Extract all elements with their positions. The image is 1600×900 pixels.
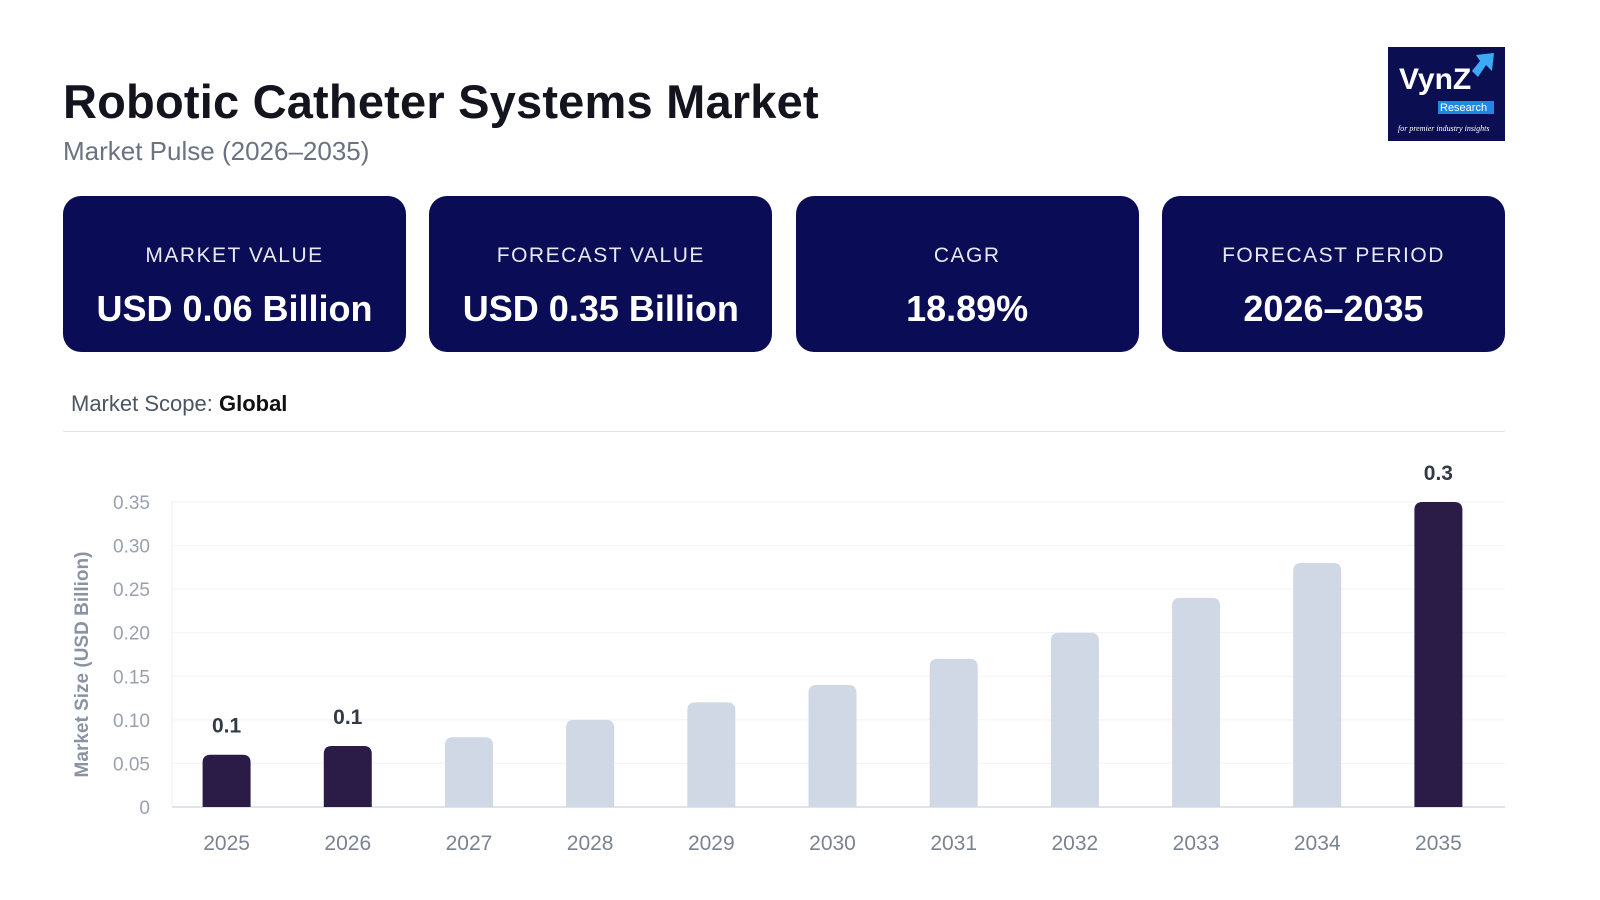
card-label: FORECAST PERIOD [1222, 244, 1445, 267]
vynz-logo: VynZ Research for premier industry insig… [1388, 47, 1505, 141]
market-scope: Market Scope: Global [71, 391, 287, 417]
bar-2031 [929, 658, 978, 807]
svg-text:Research: Research [1440, 102, 1487, 114]
x-tick-label: 2031 [930, 832, 977, 855]
bar-2025 [202, 754, 251, 807]
card-label: CAGR [933, 244, 1001, 267]
scope-value: Global [218, 391, 288, 416]
bar-2030 [808, 685, 857, 807]
y-tick-label: 0 [139, 798, 150, 819]
y-tick-label: 0.15 [113, 667, 150, 688]
card-value: USD 0.06 Billion [96, 288, 373, 329]
svg-text:for premier industry insights: for premier industry insights [1398, 124, 1489, 133]
cagr-card: CAGR 18.89% [795, 196, 1139, 352]
x-tick-label: 2032 [1052, 832, 1099, 855]
bar-2028 [566, 719, 615, 807]
divider [63, 431, 1505, 432]
bar-2027 [444, 737, 493, 807]
card-value: USD 0.35 Billion [462, 288, 739, 329]
y-tick-label: 0.35 [113, 493, 150, 514]
forecast-period-card: FORECAST PERIOD 2026–2035 [1161, 196, 1505, 352]
y-axis-label: Market Size (USD Billion) [72, 552, 93, 778]
y-tick-label: 0.25 [113, 580, 150, 601]
card-value: 2026–2035 [1243, 288, 1424, 329]
data-label: 0.1 [333, 706, 363, 729]
page-title: Robotic Catheter Systems Market [63, 75, 819, 128]
page-subtitle: Market Pulse (2026–2035) [63, 136, 370, 166]
bar-2034 [1293, 563, 1342, 807]
svg-text:VynZ: VynZ [1399, 63, 1471, 96]
x-tick-label: 2033 [1173, 832, 1220, 855]
bar-2026 [323, 746, 372, 807]
card-label: MARKET VALUE [145, 244, 324, 267]
x-tick-label: 2025 [203, 832, 250, 855]
card-label: FORECAST VALUE [496, 244, 705, 267]
y-tick-label: 0.05 [113, 754, 150, 775]
y-tick-label: 0.10 [113, 711, 150, 732]
market-value-card: MARKET VALUE USD 0.06 Billion [63, 196, 406, 352]
x-tick-label: 2027 [446, 832, 493, 855]
x-tick-label: 2030 [809, 832, 856, 855]
card-value: 18.89% [906, 288, 1029, 329]
data-label: 0.3 [1424, 462, 1453, 485]
y-tick-label: 0.20 [113, 624, 150, 645]
x-tick-label: 2029 [688, 832, 735, 855]
bar-chart: 0 0.05 0.10 0.15 0.20 0.25 0.30 0.35 Market Size… [72, 462, 1505, 855]
data-label: 0.1 [212, 715, 242, 738]
x-tick-label: 2035 [1415, 832, 1462, 855]
bar-2029 [687, 702, 736, 807]
bar-2032 [1050, 632, 1099, 807]
x-tick-label: 2026 [324, 832, 371, 855]
kpi-cards: MARKET VALUE USD 0.06 Billion FORECAST V… [63, 196, 1505, 352]
bar-2035 [1414, 502, 1463, 807]
y-tick-label: 0.30 [113, 537, 150, 558]
x-tick-label: 2028 [567, 832, 614, 855]
x-tick-label: 2034 [1294, 832, 1341, 855]
bar-2033 [1172, 597, 1221, 807]
scope-label: Market Scope: [71, 391, 213, 416]
forecast-value-card: FORECAST VALUE USD 0.35 Billion [429, 196, 773, 352]
